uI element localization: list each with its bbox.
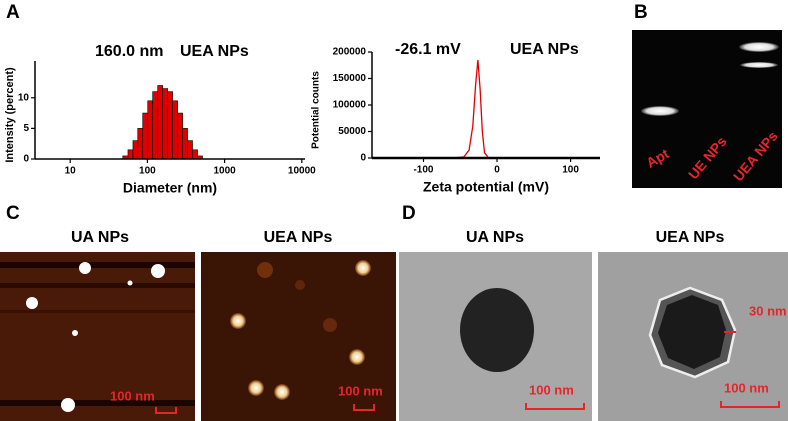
bar [142,112,149,160]
afm-image [0,252,195,421]
x-tick-label: 10000 [288,166,316,177]
x-tick-label: 0 [494,165,500,176]
x-tick-label: 100 [139,166,156,177]
scale-bar [353,404,375,411]
x-tick-label: -100 [413,165,433,176]
bar [182,128,188,160]
y-tick-label: 200000 [333,47,367,58]
image-title: UA NPs [71,229,129,246]
tem-image [399,252,592,421]
annotation: 160.0 nm [95,43,163,60]
x-tick-label: 100 [562,165,579,176]
gel-band [739,42,779,52]
annotation: UEA NPs [510,41,579,58]
bar [157,85,164,160]
scale-bar-label: 100 nm [110,388,155,403]
y-tick-label: 150000 [333,73,367,84]
panel-label: D [402,203,416,224]
data-line [372,59,600,159]
scale-bar-label: 100 nm [724,380,769,395]
gel-band [641,106,679,116]
y-axis-label: Potential counts [311,71,322,149]
tem-image [598,252,788,421]
bar [147,100,153,160]
afm-image [201,252,396,421]
annotation: UEA NPs [180,43,249,60]
x-axis-label: Zeta potential (mV) [423,179,549,195]
y-tick-label: 50000 [338,126,366,137]
scale-bar-label: 100 nm [529,382,574,397]
x-tick-label: 10 [65,166,77,177]
annotation: -26.1 mV [395,41,461,58]
bar [192,149,198,160]
panel-label: B [634,2,648,23]
scale-bar [155,407,177,414]
y-tick-label: 0 [360,153,366,164]
x-axis-label: Diameter (nm) [123,180,217,196]
scale-bar-label: 100 nm [338,383,383,398]
scale-bar [720,401,780,408]
bar [177,112,183,160]
gel-band [740,62,778,68]
y-tick-label: 5 [23,123,29,134]
panel-label: C [6,203,20,224]
bar [172,100,178,160]
y-tick-label: 0 [23,154,29,165]
bar [137,128,144,160]
scale-bar [525,403,585,410]
image-title: UEA NPs [656,229,725,246]
y-axis-label: Intensity (percent) [4,67,16,163]
shell-label: 30 nm [749,303,787,318]
bar [132,140,139,160]
bar [187,140,193,160]
bar [127,149,134,160]
image-title: UEA NPs [264,229,333,246]
y-tick-label: 100000 [333,100,367,111]
y-tick-label: 10 [18,92,30,103]
bar [152,91,159,160]
bar [167,91,173,160]
bar [162,88,168,160]
image-title: UA NPs [466,229,524,246]
x-tick-label: 1000 [213,166,236,177]
panel-label: A [6,2,20,23]
